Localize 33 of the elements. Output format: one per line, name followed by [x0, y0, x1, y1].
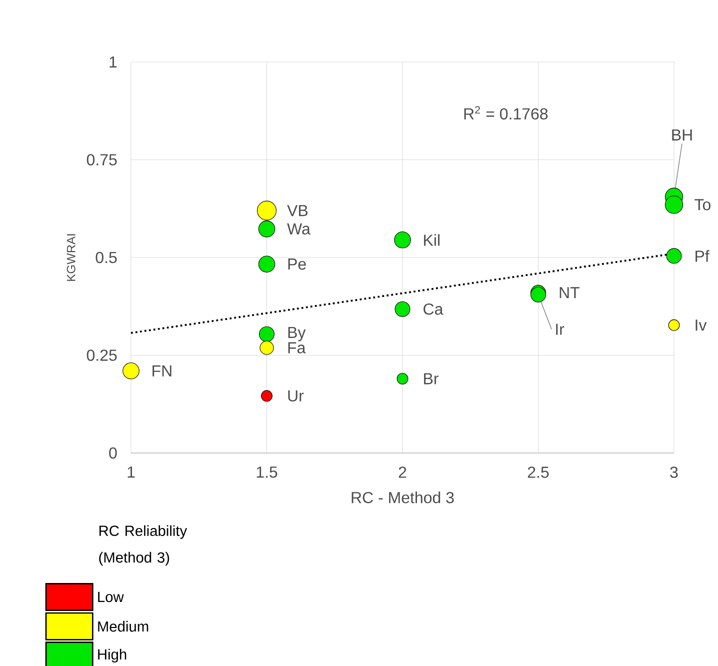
- annotation: Kil: [424, 234, 440, 246]
- annotation: BH: [672, 129, 692, 140]
- annotation: VB: [287, 205, 308, 216]
- annotation: Fa: [288, 342, 306, 354]
- annotation: By: [288, 326, 306, 342]
- annotation: Pe: [288, 258, 306, 270]
- annotation: Br: [424, 373, 438, 384]
- annotation: FN: [152, 365, 172, 376]
- annotation: NT: [560, 287, 580, 298]
- annotation: Iv: [696, 320, 707, 331]
- x-tick-label: 1: [128, 466, 135, 478]
- legend-label: Medium: [98, 620, 148, 632]
- annotation: Pf: [696, 250, 710, 262]
- y-axis-title: KGWRAI: [66, 234, 76, 281]
- annotation: Ur: [288, 390, 304, 402]
- annotation: Wa: [287, 223, 310, 235]
- annotation: To: [694, 199, 710, 210]
- legend-label: Low: [98, 592, 124, 602]
- x-tick-label: 3: [670, 466, 678, 478]
- annotation: Ca: [424, 303, 444, 315]
- x-axis-title: RC - Method 3: [352, 492, 454, 504]
- y-tick-label: 0.75: [86, 154, 117, 166]
- legend-label: High: [98, 648, 126, 662]
- y-tick-label: 1: [110, 56, 117, 68]
- y-tick-label: 0.5: [96, 252, 117, 264]
- x-tick-label: 2: [398, 466, 406, 478]
- annotation: Ir: [556, 324, 564, 335]
- y-tick-label: 0.25: [86, 350, 117, 361]
- y-tick-label: 0: [109, 447, 117, 459]
- x-tick-label: 2.5: [528, 466, 549, 478]
- annotation: R$^{2}$ = 0.1768: [464, 106, 548, 120]
- x-tick-label: 1.5: [256, 466, 278, 478]
- legend-title: RC Reliability (Method 3): [99, 525, 188, 566]
